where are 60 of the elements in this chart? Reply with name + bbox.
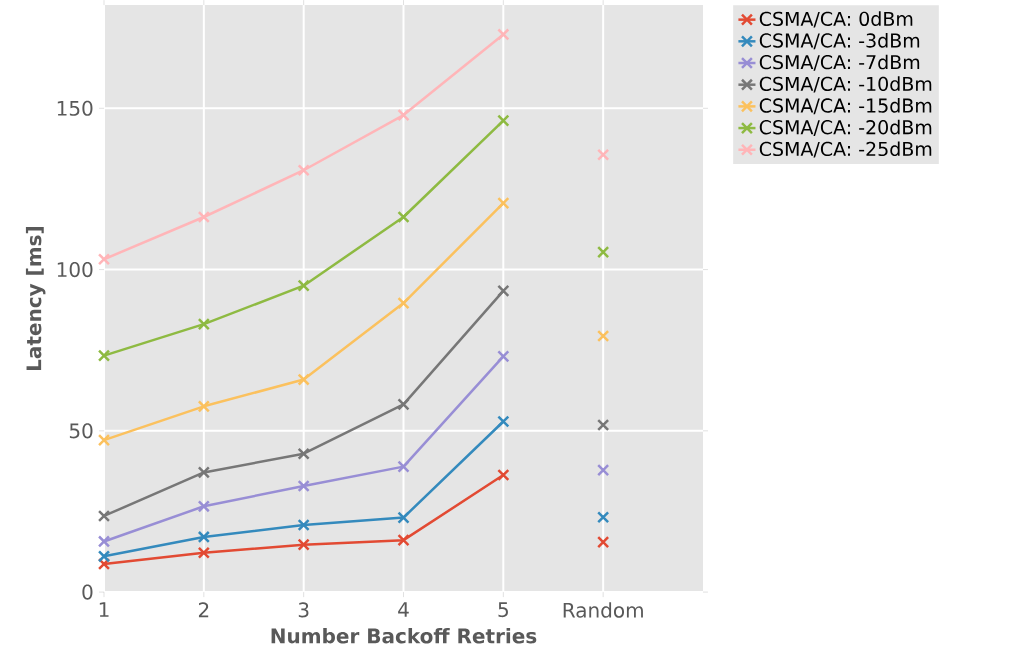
point <box>497 28 510 41</box>
x-tick-label: 5 <box>498 602 508 618</box>
legend-label: CSMA/CA: -15dBm <box>759 98 932 115</box>
point <box>397 511 410 524</box>
y-tick-label: 150 <box>57 100 93 116</box>
point <box>97 509 111 523</box>
point <box>596 463 610 477</box>
point <box>497 468 510 482</box>
point <box>297 538 310 551</box>
point <box>596 245 610 259</box>
y-tick-label: 0 <box>82 584 93 600</box>
point <box>497 284 510 297</box>
point <box>397 108 410 122</box>
point <box>397 460 410 473</box>
legend-label: CSMA/CA: -3dBm <box>759 32 920 50</box>
point <box>197 530 211 544</box>
point <box>197 500 211 513</box>
point <box>297 518 310 532</box>
point <box>197 546 211 559</box>
point <box>596 511 610 524</box>
point <box>497 196 510 210</box>
point <box>97 535 111 548</box>
x-tick-label: 3 <box>298 602 309 618</box>
point <box>97 550 111 563</box>
x-tick-label: 1 <box>99 602 109 617</box>
x-tick-label: 4 <box>398 602 409 617</box>
legend-label: CSMA/CA: -10dBm <box>759 76 932 93</box>
point <box>397 398 410 411</box>
point <box>297 373 310 386</box>
x-tick-label: 2 <box>198 602 209 618</box>
point <box>497 114 510 127</box>
x-axis-title: Number Backoff Retries <box>271 627 537 644</box>
point <box>197 317 211 331</box>
point <box>596 148 610 161</box>
point <box>297 163 310 177</box>
point <box>596 535 610 549</box>
legend-label: CSMA/CA: -20dBm <box>759 119 932 136</box>
y-tick-label: 100 <box>57 261 93 278</box>
point <box>397 210 410 224</box>
legend-label: CSMA/CA: -25dBm <box>759 141 932 158</box>
point <box>397 533 410 547</box>
point <box>197 400 211 413</box>
point <box>297 447 310 460</box>
legend-label: CSMA/CA: -7dBm <box>759 54 920 71</box>
point <box>397 296 410 310</box>
point <box>497 350 510 363</box>
point <box>297 479 310 493</box>
y-axis-title: Latency [ms] <box>25 227 46 370</box>
point <box>596 418 610 432</box>
point <box>97 253 111 266</box>
x-tick-label: Random <box>563 602 643 618</box>
point <box>497 415 510 428</box>
point <box>297 279 310 292</box>
y-tick-label: 50 <box>69 423 93 439</box>
point <box>97 433 111 447</box>
point <box>97 349 111 362</box>
point <box>197 210 211 224</box>
point <box>197 466 211 479</box>
legend-label: CSMA/CA: 0dBm <box>759 11 913 28</box>
point <box>596 329 610 343</box>
